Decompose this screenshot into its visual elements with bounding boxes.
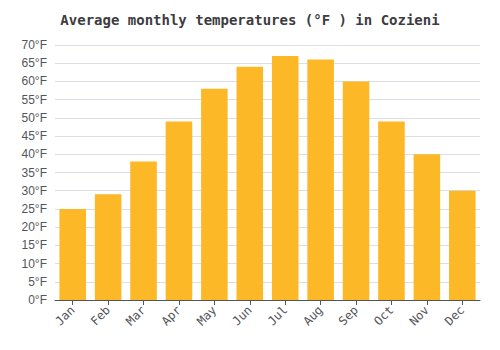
svg-text:50°F: 50°F [22, 111, 47, 125]
svg-text:30°F: 30°F [22, 184, 47, 198]
svg-text:60°F: 60°F [22, 74, 47, 88]
svg-text:Average monthly temperatures (: Average monthly temperatures (°F ) in Co… [60, 12, 439, 28]
svg-text:Nov: Nov [407, 303, 432, 328]
svg-text:65°F: 65°F [22, 56, 47, 70]
svg-text:0°F: 0°F [28, 293, 47, 307]
svg-text:Sep: Sep [336, 303, 361, 328]
svg-text:Mar: Mar [123, 303, 148, 328]
svg-text:40°F: 40°F [22, 147, 47, 161]
svg-text:70°F: 70°F [22, 38, 47, 52]
svg-text:Jun: Jun [230, 303, 255, 328]
svg-text:Jul: Jul [265, 303, 290, 328]
svg-text:Apr: Apr [159, 303, 184, 328]
svg-text:25°F: 25°F [22, 202, 47, 216]
svg-text:55°F: 55°F [22, 93, 47, 107]
svg-text:Feb: Feb [88, 303, 113, 328]
svg-text:Oct: Oct [371, 303, 396, 328]
svg-text:10°F: 10°F [22, 257, 47, 271]
svg-text:5°F: 5°F [28, 275, 47, 289]
svg-text:Jan: Jan [52, 303, 77, 328]
svg-text:45°F: 45°F [22, 129, 47, 143]
svg-text:Dec: Dec [442, 303, 467, 328]
svg-text:35°F: 35°F [22, 166, 47, 180]
svg-text:May: May [194, 303, 219, 328]
svg-text:20°F: 20°F [22, 220, 47, 234]
svg-text:15°F: 15°F [22, 238, 47, 252]
svg-text:Aug: Aug [300, 303, 325, 328]
